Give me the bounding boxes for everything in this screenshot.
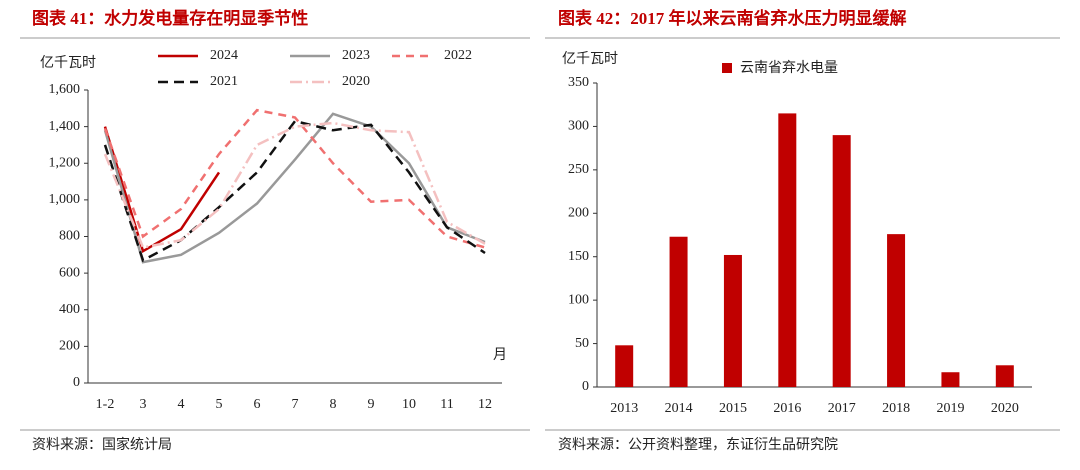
legend-label: 云南省弃水电量	[740, 60, 838, 76]
x-tick-label: 2016	[773, 401, 801, 416]
y-axis-label: 亿千瓦时	[562, 51, 618, 67]
x-tick-label: 9	[368, 397, 375, 412]
x-axis-label: 月	[493, 347, 507, 363]
y-axis-label: 亿千瓦时	[40, 55, 96, 71]
chart-title: 图表 41：水力发电量存在明显季节性	[32, 8, 308, 28]
bar	[995, 365, 1014, 387]
y-tick-label: 0	[582, 379, 589, 394]
x-tick-label: 8	[330, 397, 337, 412]
x-tick-label: 2013	[610, 401, 638, 416]
legend-label: 2020	[342, 74, 370, 89]
x-tick-label: 4	[178, 397, 185, 412]
y-tick-label: 350	[568, 75, 589, 90]
y-tick-label: 400	[59, 302, 80, 317]
bar	[887, 234, 906, 387]
x-tick-label: 2017	[828, 401, 856, 416]
y-tick-label: 200	[568, 206, 589, 221]
source: 资料来源：国家统计局	[32, 436, 172, 453]
x-tick-label: 2015	[719, 401, 747, 416]
y-tick-label: 100	[568, 292, 589, 307]
bar	[832, 135, 851, 387]
x-tick-label: 10	[402, 397, 416, 412]
source: 资料来源：公开资料整理，东证衍生品研究院	[558, 437, 838, 453]
x-tick-label: 2019	[936, 401, 964, 416]
y-tick-label: 50	[575, 336, 589, 351]
bar	[669, 236, 688, 387]
y-tick-label: 1,000	[49, 192, 81, 207]
legend-label: 2022	[444, 48, 472, 63]
x-tick-label: 2014	[665, 401, 693, 416]
chart-title: 图表 42：2017 年以来云南省弃水压力明显缓解	[558, 8, 907, 28]
x-tick-label: 6	[254, 397, 261, 412]
x-tick-label: 3	[140, 397, 147, 412]
legend-label: 2023	[342, 48, 370, 63]
y-tick-label: 1,400	[49, 119, 81, 134]
x-tick-label: 2020	[991, 401, 1019, 416]
y-tick-label: 300	[568, 119, 589, 134]
x-tick-label: 1-2	[96, 397, 115, 412]
bar	[778, 113, 797, 388]
x-tick-label: 7	[292, 397, 299, 412]
x-tick-label: 12	[478, 397, 492, 412]
legend-label: 2024	[210, 48, 238, 63]
line-series	[103, 108, 486, 249]
y-tick-label: 600	[59, 265, 80, 280]
line-series	[103, 121, 486, 249]
y-tick-label: 1,600	[49, 82, 81, 97]
y-tick-label: 250	[568, 162, 589, 177]
y-tick-label: 0	[73, 375, 80, 390]
x-tick-label: 5	[216, 397, 223, 412]
y-tick-label: 150	[568, 249, 589, 264]
bar	[941, 372, 960, 387]
line-series	[103, 119, 486, 263]
legend-label: 2021	[210, 74, 238, 89]
bar	[615, 345, 634, 387]
x-tick-label: 11	[440, 397, 453, 412]
legend-swatch	[722, 63, 732, 73]
y-tick-label: 800	[59, 229, 80, 244]
y-tick-label: 200	[59, 339, 80, 354]
y-tick-label: 1,200	[49, 155, 81, 170]
x-tick-label: 2018	[882, 401, 910, 416]
bar	[723, 254, 742, 387]
line-series	[103, 126, 221, 254]
line-series	[103, 112, 486, 264]
